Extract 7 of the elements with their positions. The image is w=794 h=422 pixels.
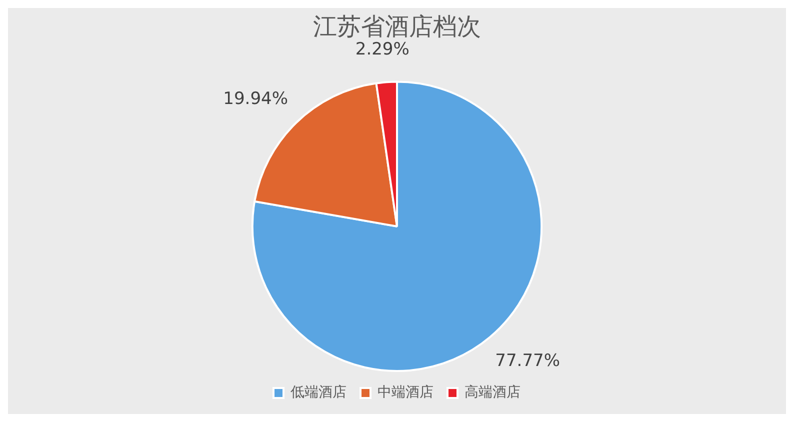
- data-label: 77.77%: [495, 351, 560, 372]
- chart-title: 江苏省酒店档次: [313, 12, 481, 41]
- legend-label: 高端酒店: [464, 384, 520, 401]
- data-label: 19.94%: [223, 89, 288, 110]
- legend-label: 低端酒店: [290, 384, 346, 401]
- legend-label: 中端酒店: [378, 384, 434, 401]
- data-label: 2.29%: [355, 40, 410, 60]
